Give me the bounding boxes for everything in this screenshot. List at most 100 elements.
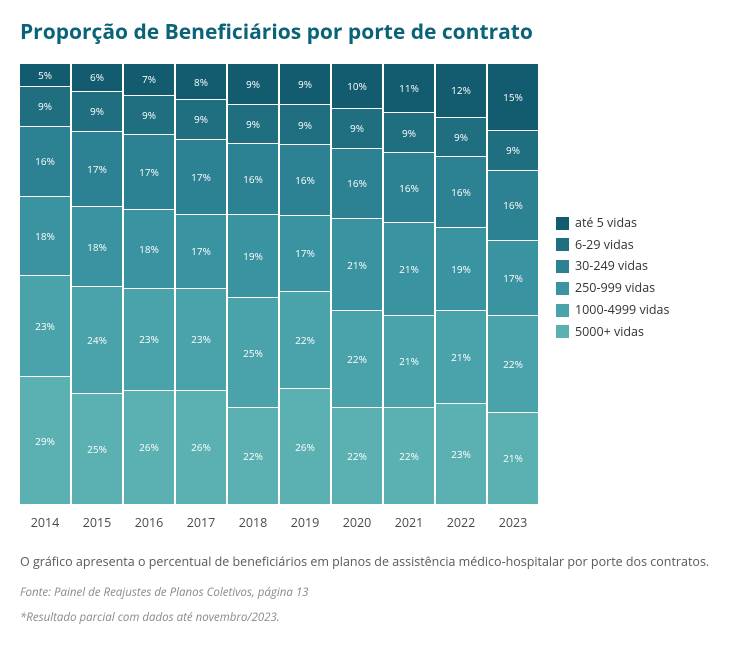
segment: 24% (72, 286, 122, 393)
legend-swatch (556, 217, 569, 230)
legend-item: 250-999 vidas (556, 279, 669, 298)
segment: 9% (228, 104, 278, 144)
segment: 9% (436, 117, 486, 157)
x-label: 2023 (488, 514, 538, 531)
segment: 9% (124, 95, 174, 135)
bar-2019: 9%9%16%17%22%26% (280, 64, 330, 504)
segment: 7% (124, 64, 174, 95)
stacked-bars: 5%9%16%18%23%29%6%9%17%18%24%25%7%9%17%1… (20, 64, 538, 504)
segment: 18% (20, 196, 70, 275)
segment: 9% (280, 104, 330, 144)
segment: 9% (488, 130, 538, 170)
legend-label: 30-249 vidas (575, 257, 648, 276)
legend-item: 30-249 vidas (556, 257, 669, 276)
segment: 22% (332, 310, 382, 407)
segment: 10% (332, 64, 382, 108)
segment: 22% (488, 315, 538, 412)
legend-item: 5000+ vidas (556, 323, 669, 342)
bar-2021: 11%9%16%21%21%22% (384, 64, 434, 504)
legend-item: até 5 vidas (556, 214, 669, 233)
legend-swatch (556, 304, 569, 317)
segment: 19% (436, 227, 486, 311)
segment: 9% (228, 64, 278, 104)
segment: 9% (176, 99, 226, 139)
segment: 21% (384, 222, 434, 314)
segment: 9% (280, 64, 330, 104)
segment: 12% (436, 64, 486, 117)
bar-2020: 10%9%16%21%22%22% (332, 64, 382, 504)
legend-label: 1000-4999 vidas (575, 301, 669, 320)
legend-label: 6-29 vidas (575, 236, 634, 255)
segment: 18% (124, 209, 174, 288)
source-text: Fonte: Painel de Reajustes de Planos Col… (20, 585, 730, 600)
segment: 21% (332, 218, 382, 310)
bar-2018: 9%9%16%19%25%22% (228, 64, 278, 504)
segment: 23% (436, 403, 486, 504)
segment: 16% (20, 126, 70, 196)
bar-2017: 8%9%17%17%23%26% (176, 64, 226, 504)
legend-swatch (556, 260, 569, 273)
legend-swatch (556, 282, 569, 295)
chart-container: 5%9%16%18%23%29%6%9%17%18%24%25%7%9%17%1… (20, 64, 730, 531)
segment: 17% (72, 131, 122, 207)
segment: 26% (280, 388, 330, 504)
segment: 6% (72, 64, 122, 91)
segment: 17% (280, 215, 330, 291)
segment: 22% (280, 291, 330, 389)
legend-item: 6-29 vidas (556, 236, 669, 255)
segment: 26% (124, 390, 174, 504)
x-axis: 2014201520162017201820192020202120222023 (20, 514, 538, 531)
segment: 8% (176, 64, 226, 99)
legend-swatch (556, 325, 569, 338)
segment: 23% (176, 288, 226, 389)
segment: 16% (280, 144, 330, 215)
bar-2015: 6%9%17%18%24%25% (72, 64, 122, 504)
legend-label: 250-999 vidas (575, 279, 655, 298)
segment: 29% (20, 376, 70, 504)
segment: 22% (228, 407, 278, 504)
legend-label: 5000+ vidas (575, 323, 644, 342)
x-label: 2017 (176, 514, 226, 531)
legend-swatch (556, 238, 569, 251)
segment: 25% (72, 393, 122, 504)
segment: 16% (228, 143, 278, 213)
x-label: 2020 (332, 514, 382, 531)
chart-area: 5%9%16%18%23%29%6%9%17%18%24%25%7%9%17%1… (20, 64, 538, 531)
segment: 9% (384, 112, 434, 152)
bar-2016: 7%9%17%18%23%26% (124, 64, 174, 504)
segment: 16% (488, 170, 538, 240)
caption-text: O gráfico apresenta o percentual de bene… (20, 553, 720, 571)
segment: 23% (124, 288, 174, 389)
segment: 9% (20, 86, 70, 126)
x-label: 2016 (124, 514, 174, 531)
bar-2023: 15%9%16%17%22%21% (488, 64, 538, 504)
note-text: *Resultado parcial com dados até novembr… (20, 610, 730, 625)
segment: 17% (176, 139, 226, 214)
bar-2022: 12%9%16%19%21%23% (436, 64, 486, 504)
segment: 25% (228, 297, 278, 407)
segment: 18% (72, 206, 122, 286)
segment: 5% (20, 64, 70, 86)
segment: 17% (176, 214, 226, 289)
bar-2014: 5%9%16%18%23%29% (20, 64, 70, 504)
x-label: 2015 (72, 514, 122, 531)
segment: 9% (72, 91, 122, 131)
segment: 21% (436, 310, 486, 402)
segment: 21% (384, 315, 434, 407)
page-title: Proporção de Beneficiários por porte de … (20, 18, 730, 46)
segment: 15% (488, 64, 538, 130)
legend-label: até 5 vidas (575, 214, 637, 233)
segment: 11% (384, 64, 434, 112)
segment: 16% (332, 148, 382, 218)
segment: 9% (332, 108, 382, 148)
segment: 17% (124, 134, 174, 209)
segment: 21% (488, 412, 538, 504)
segment: 17% (488, 240, 538, 315)
x-label: 2021 (384, 514, 434, 531)
legend-item: 1000-4999 vidas (556, 301, 669, 320)
segment: 26% (176, 390, 226, 504)
segment: 16% (436, 156, 486, 226)
segment: 22% (332, 407, 382, 504)
segment: 19% (228, 214, 278, 298)
x-label: 2019 (280, 514, 330, 531)
